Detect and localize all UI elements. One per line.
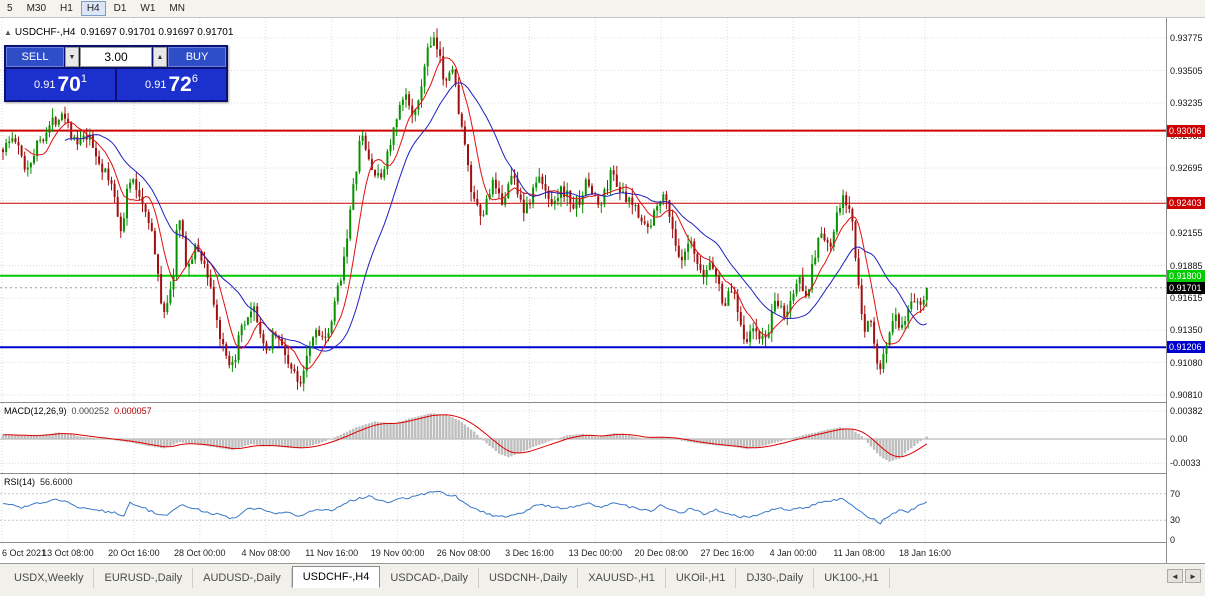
time-axis-label: 4 Jan 00:00 — [769, 548, 817, 558]
timeframe-button-h1[interactable]: H1 — [54, 1, 79, 16]
chart-tab-xauusd-h1[interactable]: XAUUSD-,H1 — [578, 568, 666, 588]
sell-price-pip-digit: 1 — [80, 72, 87, 85]
timeframe-button-mn[interactable]: MN — [163, 1, 191, 16]
price-tick-label: 0.91080 — [1170, 357, 1203, 368]
price-tick-label: 0.92695 — [1170, 163, 1203, 174]
price-tick-label: 0.92155 — [1170, 228, 1203, 239]
main-price-chart[interactable]: ▲ USDCHF-,H4 0.91697 0.91701 0.91697 0.917… — [0, 18, 1166, 402]
timeframe-toolbar: 5 M30 H1 H4 D1 W1 MN — [0, 0, 1205, 18]
chart-tabs: USDX,Weekly EURUSD-,Daily AUDUSD-,Daily USD… — [4, 566, 890, 588]
price-tick-label: 0.91615 — [1170, 293, 1203, 304]
tab-scroll-left-icon[interactable]: ◄ — [1167, 569, 1183, 583]
price-level-badge: 0.93006 — [1167, 124, 1205, 137]
time-axis-label: 26 Nov 08:00 — [436, 548, 491, 558]
timeframe-button-w1[interactable]: W1 — [134, 1, 161, 16]
chart-tab-usdcnh-daily[interactable]: USDCNH-,Daily — [479, 568, 579, 588]
macd-title: MACD(12,26,9) 0.000252 0.000057 — [4, 406, 152, 416]
rsi-scale-label: 0 — [1170, 535, 1176, 545]
price-tick-label: 0.91885 — [1170, 260, 1203, 271]
price-tick-label: 0.90810 — [1170, 390, 1203, 401]
macd-scale-label: 0.00382 — [1170, 405, 1203, 416]
volume-decrease-icon[interactable]: ▼ — [65, 47, 79, 67]
price-level-badge: 0.91206 — [1167, 341, 1205, 354]
panel-divider[interactable] — [0, 402, 1205, 403]
macd-signal-value: 0.000057 — [114, 406, 152, 416]
one-click-toggle-icon[interactable]: ▲ — [4, 28, 12, 37]
tab-scroll-controls: ◄ ► — [1167, 569, 1201, 583]
rsi-chart-canvas[interactable] — [0, 474, 1166, 542]
chart-tab-usdx-weekly[interactable]: USDX,Weekly — [4, 568, 95, 588]
price-tick-label: 0.91350 — [1170, 324, 1203, 335]
trade-widget-controls: SELL ▼ 3.00 ▲ BUY — [6, 47, 226, 67]
timeframe-button-m30[interactable]: M30 — [21, 1, 52, 16]
timeframe-button-5[interactable]: 5 — [1, 1, 19, 16]
rsi-indicator-panel[interactable]: RSI(14) 56.6000 — [0, 474, 1166, 542]
rsi-scale-label: 70 — [1170, 488, 1181, 499]
timeframe-button-h4[interactable]: H4 — [80, 1, 106, 16]
time-axis-label: 11 Nov 16:00 — [305, 548, 359, 558]
price-scale[interactable]: 0.937750.935050.932350.929650.926950.924… — [1166, 18, 1205, 563]
price-tick-label: 0.93505 — [1170, 65, 1203, 76]
time-axis-label: 6 Oct 2021 — [2, 548, 47, 558]
rsi-title: RSI(14) 56.6000 — [4, 477, 73, 487]
chart-tab-eurusd-daily[interactable]: EURUSD-,Daily — [94, 568, 194, 588]
time-axis-label: 11 Jan 08:00 — [833, 548, 885, 558]
chart-ohlc-title: ▲ USDCHF-,H4 0.91697 0.91701 0.91697 0.917… — [4, 27, 233, 38]
macd-main-value: 0.000252 — [71, 406, 110, 416]
time-axis-label: 18 Jan 16:00 — [898, 548, 952, 558]
sell-price-prefix: 0.91 — [34, 78, 56, 91]
chart-tab-uk100-h1[interactable]: UK100-,H1 — [814, 568, 890, 588]
current-price-badge: 0.91701 — [1167, 281, 1205, 294]
buy-price-pip-digit: 6 — [191, 72, 198, 85]
buy-button[interactable]: BUY — [168, 47, 226, 67]
time-axis-label: 20 Oct 16:00 — [108, 548, 160, 558]
price-tick-label: 0.93775 — [1170, 32, 1203, 43]
price-level-badge: 0.91800 — [1167, 269, 1205, 282]
time-axis[interactable]: 6 Oct 2021 13 Oct 08:00 20 Oct 16:00 28 Oct… — [0, 543, 1166, 563]
sell-button[interactable]: SELL — [6, 47, 64, 67]
chart-symbol-label: USDCHF-,H4 — [14, 27, 76, 38]
buy-price-big-digits: 72 — [168, 73, 192, 96]
one-click-trading-widget: SELL ▼ 3.00 ▲ BUY 0.91 70 1 0.91 72 6 — [4, 45, 228, 102]
macd-scale-label: 0.00 — [1170, 434, 1188, 444]
macd-chart-canvas[interactable] — [0, 403, 1166, 473]
candlestick-chart-canvas[interactable] — [0, 18, 1166, 402]
time-axis-label: 20 Dec 08:00 — [634, 548, 689, 558]
panel-divider[interactable] — [0, 542, 1205, 543]
sell-price-display[interactable]: 0.91 70 1 — [6, 69, 115, 100]
time-axis-label: 28 Oct 00:00 — [174, 548, 226, 558]
chart-tab-usdcad-daily[interactable]: USDCAD-,Daily — [380, 568, 479, 588]
chart-ohlc-values: 0.91697 0.91701 0.91697 0.91701 — [80, 27, 234, 38]
trade-widget-prices: 0.91 70 1 0.91 72 6 — [6, 69, 226, 100]
sell-price-big-digits: 70 — [57, 73, 81, 96]
time-axis-label: 19 Nov 00:00 — [370, 548, 425, 558]
time-axis-label: 27 Dec 16:00 — [700, 548, 754, 558]
price-level-badge: 0.92403 — [1167, 197, 1205, 210]
buy-price-prefix: 0.91 — [145, 78, 167, 91]
price-tick-label: 0.93235 — [1170, 98, 1203, 108]
chart-tab-audusd-daily[interactable]: AUDUSD-,Daily — [193, 568, 292, 588]
time-axis-label: 13 Oct 08:00 — [42, 548, 94, 558]
rsi-value: 56.6000 — [40, 477, 73, 487]
chart-tab-usdchf-h4[interactable]: USDCHF-,H4 — [291, 566, 381, 588]
macd-indicator-panel[interactable]: MACD(12,26,9) 0.000252 0.000057 — [0, 403, 1166, 473]
panel-divider[interactable] — [0, 473, 1205, 474]
buy-price-display[interactable]: 0.91 72 6 — [117, 69, 226, 100]
chart-tab-bar: USDX,Weekly EURUSD-,Daily AUDUSD-,Daily USD… — [0, 563, 1205, 596]
chart-tab-ukoil-h1[interactable]: UKOil-,H1 — [666, 568, 737, 588]
time-axis-label: 3 Dec 16:00 — [505, 548, 554, 558]
timeframe-button-d1[interactable]: D1 — [108, 1, 133, 16]
macd-scale-label: -0.0033 — [1170, 458, 1201, 469]
chart-tab-dj30-daily[interactable]: DJ30-,Daily — [736, 568, 815, 588]
tab-scroll-right-icon[interactable]: ► — [1185, 569, 1201, 583]
volume-increase-icon[interactable]: ▲ — [153, 47, 167, 67]
time-axis-label: 4 Nov 08:00 — [241, 548, 290, 558]
volume-input[interactable]: 3.00 — [80, 47, 152, 67]
rsi-scale-label: 30 — [1170, 515, 1181, 526]
time-axis-label: 13 Dec 00:00 — [568, 548, 623, 558]
